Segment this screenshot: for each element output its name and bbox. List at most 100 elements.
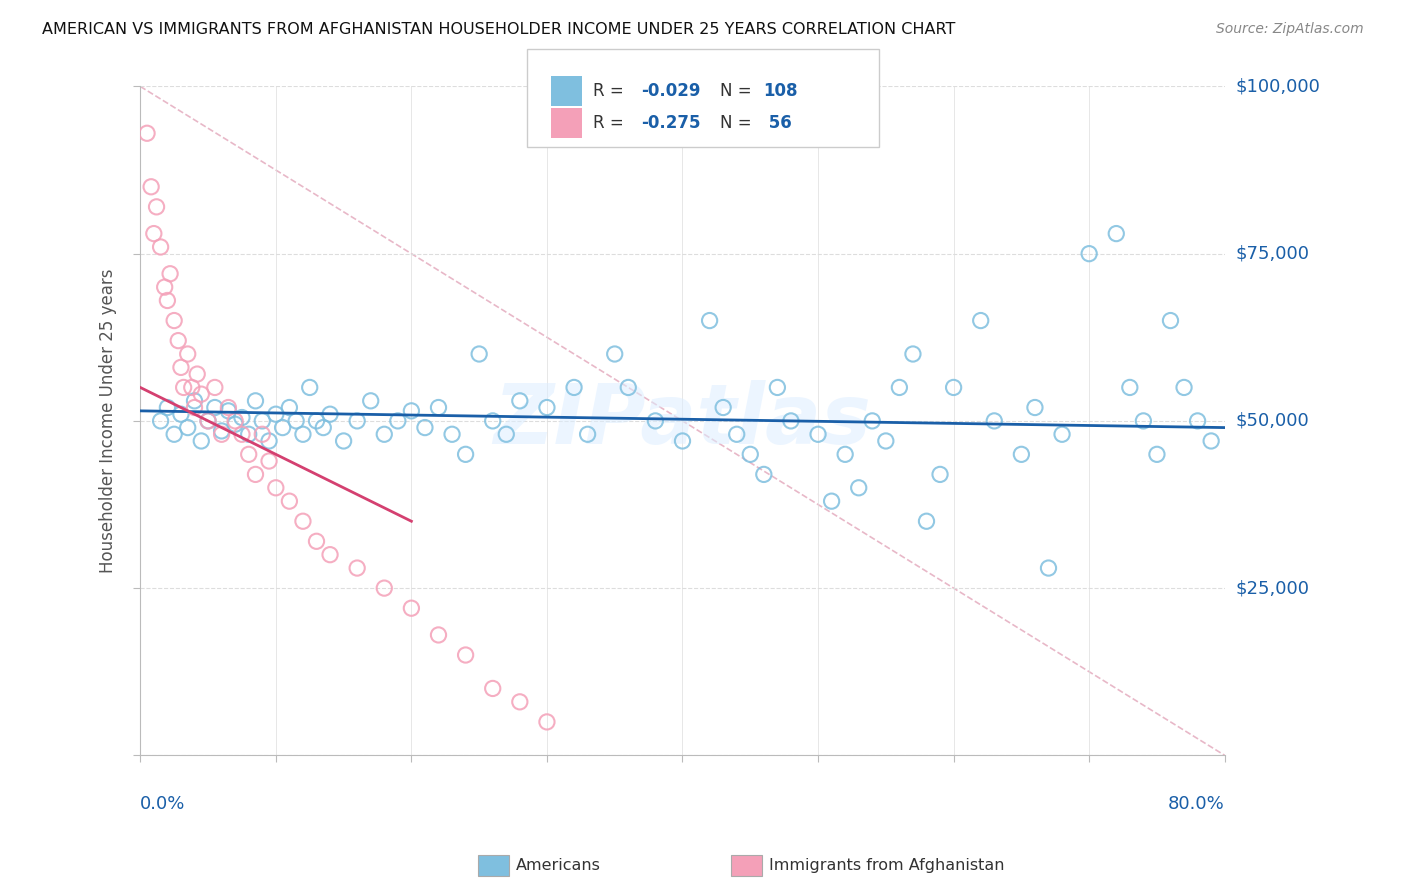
Point (495, 427, 517, 442)
Point (278, 401, 301, 415)
Point (238, 447, 260, 461)
Point (807, 427, 830, 442)
Point (509, 393, 531, 408)
Point (901, 347, 924, 361)
Point (1024, 401, 1046, 415)
Point (264, 481, 287, 495)
Point (454, 447, 477, 461)
Point (224, 417, 246, 432)
Point (245, 467, 267, 482)
Point (190, 387, 212, 401)
Point (725, 427, 748, 442)
Point (346, 414, 368, 428)
Point (752, 467, 775, 482)
Point (603, 347, 626, 361)
Point (264, 407, 287, 421)
Point (197, 414, 219, 428)
Point (190, 434, 212, 448)
Point (238, 427, 260, 442)
Point (481, 414, 503, 428)
Point (186, 367, 208, 381)
Text: Source: ZipAtlas.com: Source: ZipAtlas.com (1216, 22, 1364, 37)
Point (278, 494, 301, 508)
Point (671, 434, 693, 448)
Point (245, 393, 267, 408)
Point (257, 454, 280, 468)
Point (291, 514, 314, 528)
Point (860, 414, 883, 428)
Point (1038, 561, 1060, 575)
Point (145, 200, 167, 214)
Point (373, 427, 395, 442)
Point (252, 427, 274, 442)
Point (360, 393, 382, 408)
Point (163, 313, 186, 327)
Point (298, 380, 321, 394)
Point (1187, 414, 1209, 428)
Point (699, 313, 721, 327)
Point (305, 534, 328, 549)
Point (231, 427, 253, 442)
Text: AMERICAN VS IMMIGRANTS FROM AFGHANISTAN HOUSEHOLDER INCOME UNDER 25 YEARS CORREL: AMERICAN VS IMMIGRANTS FROM AFGHANISTAN … (42, 22, 956, 37)
Text: -0.029: -0.029 (641, 82, 700, 100)
Point (173, 380, 195, 394)
Point (177, 347, 200, 361)
Point (562, 380, 585, 394)
Point (177, 420, 200, 434)
Point (644, 414, 666, 428)
Point (983, 414, 1005, 428)
Point (387, 414, 409, 428)
Point (305, 414, 328, 428)
Point (617, 380, 640, 394)
Point (413, 420, 436, 434)
Point (257, 434, 280, 448)
Point (170, 360, 193, 375)
Text: $100,000: $100,000 (1236, 78, 1320, 95)
Text: Immigrants from Afghanistan: Immigrants from Afghanistan (769, 858, 1004, 872)
Point (401, 601, 423, 615)
Point (183, 393, 205, 408)
Point (427, 401, 450, 415)
Point (1146, 447, 1168, 461)
Text: $50,000: $50,000 (1236, 412, 1309, 430)
Point (231, 410, 253, 425)
Text: R =: R = (593, 82, 630, 100)
Point (1078, 246, 1101, 260)
Point (156, 401, 179, 415)
Point (1199, 434, 1222, 448)
Point (211, 427, 233, 442)
Text: N =: N = (720, 82, 756, 100)
Point (252, 414, 274, 428)
Point (848, 481, 870, 495)
Point (766, 380, 789, 394)
Point (159, 267, 181, 281)
Point (211, 424, 233, 438)
Point (149, 414, 172, 428)
Text: $25,000: $25,000 (1236, 579, 1310, 597)
Point (740, 447, 762, 461)
Point (217, 401, 239, 415)
Point (711, 401, 734, 415)
Point (970, 313, 993, 327)
Point (271, 420, 294, 434)
Point (1050, 427, 1073, 442)
Point (834, 447, 856, 461)
Text: 108: 108 (763, 82, 799, 100)
Point (312, 420, 335, 434)
Text: 56: 56 (763, 114, 792, 132)
Point (142, 227, 165, 241)
Point (291, 427, 314, 442)
Point (156, 293, 179, 308)
Point (163, 427, 186, 442)
Point (929, 467, 952, 482)
Point (204, 380, 226, 394)
Point (183, 401, 205, 415)
Point (319, 548, 342, 562)
Point (1105, 227, 1128, 241)
Point (820, 494, 842, 508)
Point (332, 434, 354, 448)
Point (197, 414, 219, 428)
Point (149, 240, 172, 254)
Point (536, 401, 558, 415)
Point (346, 561, 368, 575)
